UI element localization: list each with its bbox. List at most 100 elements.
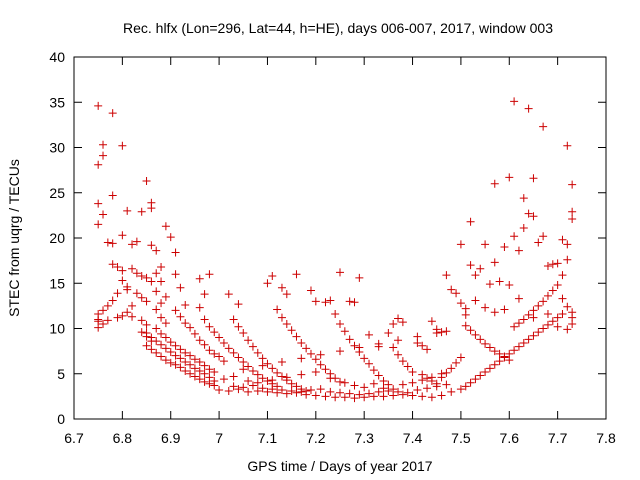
data-point [181,319,190,328]
data-point [495,349,504,358]
data-point [539,232,548,241]
data-point [99,306,108,315]
data-point [171,360,180,369]
data-point [529,174,538,183]
y-tick-label: 30 [49,140,65,156]
data-point [529,306,538,315]
data-point [302,390,311,399]
data-point [418,341,427,350]
data-point [442,368,451,377]
y-tick-label: 35 [49,94,65,110]
data-point [200,340,209,349]
data-point [510,346,519,355]
data-point [99,210,108,219]
data-point [186,323,195,332]
data-point [384,386,393,395]
data-point [311,297,320,306]
data-point [374,387,383,396]
y-tick-label: 5 [57,366,65,382]
data-point [398,390,407,399]
data-point [514,294,523,303]
data-point [239,357,248,366]
data-point [176,283,185,292]
data-point [166,348,175,357]
data-point [137,293,146,302]
data-point [336,268,344,277]
data-point [297,370,306,379]
data-point [543,291,552,300]
data-point [161,333,170,342]
data-point [394,336,403,345]
data-point [147,241,156,250]
data-point [108,239,117,248]
data-point [118,231,127,240]
data-point [239,383,248,392]
data-point [166,358,175,367]
data-point [277,313,286,322]
data-point [268,272,277,281]
data-point [297,387,306,396]
data-point [152,269,161,278]
y-tick-label: 15 [49,275,65,291]
data-point [369,392,378,401]
data-point [360,354,369,363]
data-point [113,289,122,298]
data-point [432,329,441,338]
x-tick-label: 7 [215,430,223,446]
data-point [519,224,528,233]
data-point [181,357,190,366]
data-point [374,371,383,380]
data-point [461,310,470,319]
data-point [263,359,272,368]
data-point [413,386,422,395]
data-point [437,391,446,400]
data-point [137,328,146,337]
data-point [258,374,267,383]
x-tick-label: 6.9 [161,430,181,446]
data-point [568,214,577,223]
data-point [200,290,209,299]
data-point [302,344,311,353]
data-point [161,344,170,353]
data-point [476,371,485,380]
data-point [244,362,253,371]
data-point [481,240,490,249]
data-point [321,298,330,307]
data-point [563,141,572,150]
data-point [306,286,315,295]
data-point [248,367,257,376]
data-point [360,383,369,392]
data-point [273,368,282,377]
data-point [360,393,369,402]
data-point [505,281,514,290]
data-point [519,194,528,203]
data-point [490,258,499,267]
data-point [427,393,436,402]
data-point [553,259,562,268]
data-point [442,327,451,336]
data-point [456,385,465,394]
data-point [534,238,543,247]
data-point [408,367,417,376]
data-point [215,333,224,342]
data-point [113,262,122,271]
data-point [190,355,199,364]
data-point [336,377,344,386]
data-point [268,376,277,385]
data-point [166,233,175,242]
data-point [306,349,315,358]
data-point [161,292,170,301]
data-point [287,379,296,388]
data-point [568,207,577,216]
data-point [558,310,567,319]
data-point [128,301,137,310]
data-point [205,270,214,279]
data-point [287,326,296,335]
data-point [273,388,282,397]
data-point [423,374,432,383]
data-point [273,305,282,314]
data-point [461,321,470,330]
data-point [403,362,412,371]
data-point [321,365,330,374]
